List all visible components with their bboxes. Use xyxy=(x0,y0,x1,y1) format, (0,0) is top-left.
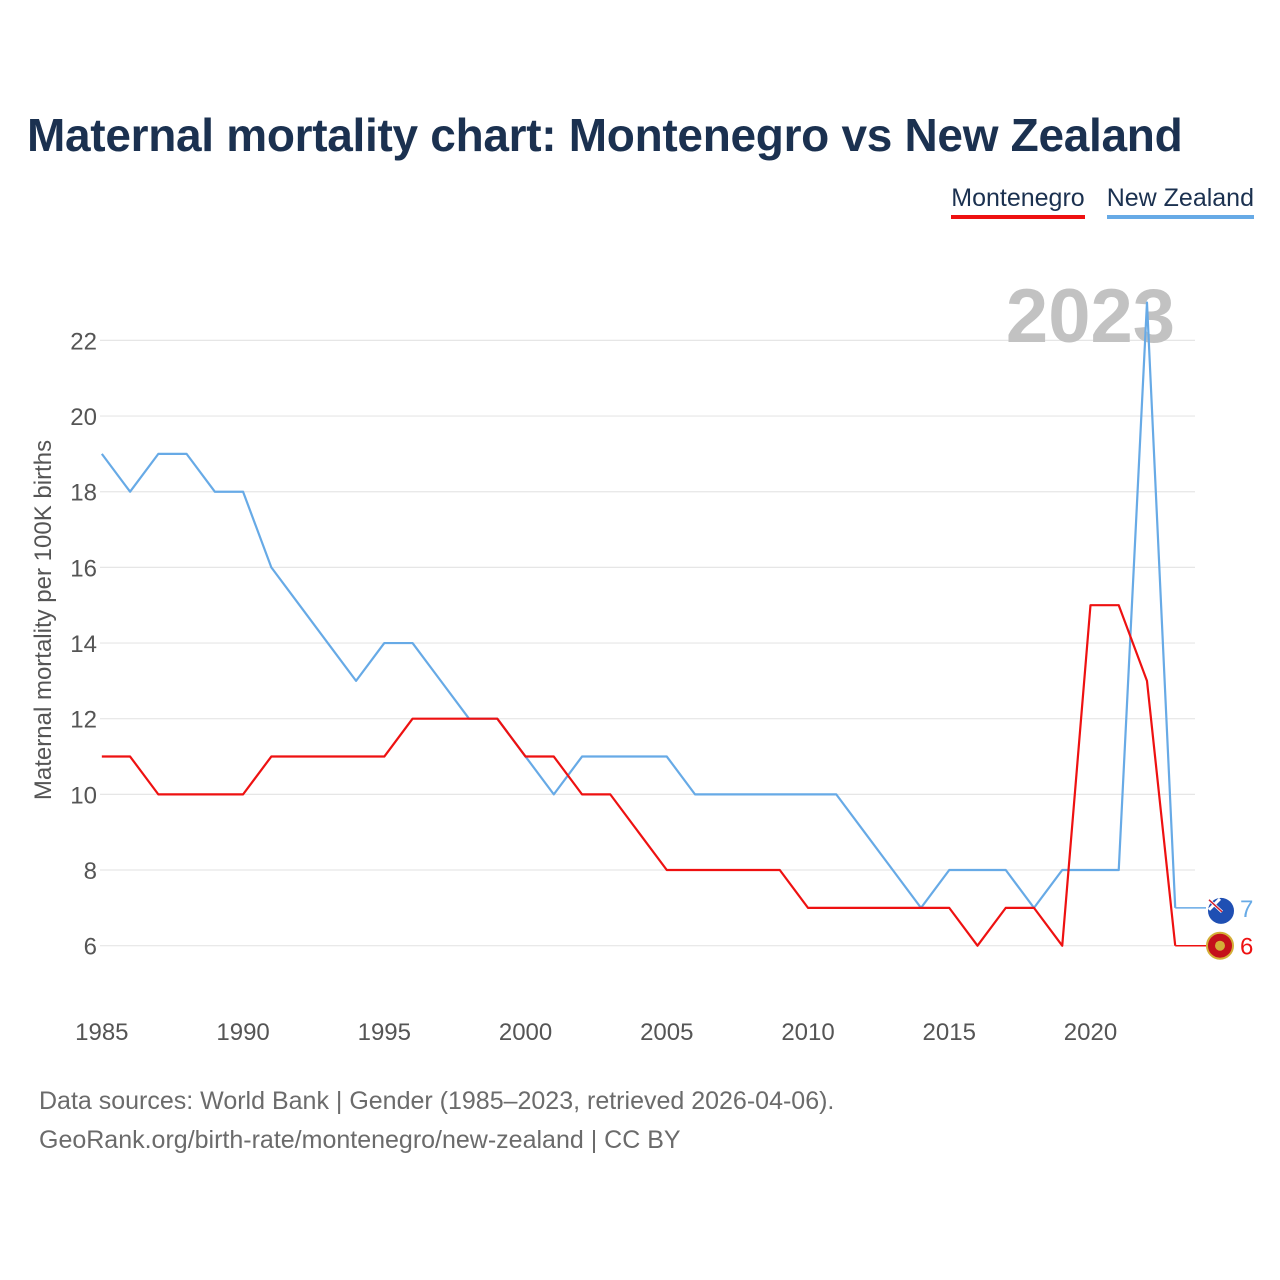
x-tick-label: 1990 xyxy=(216,1019,269,1046)
x-tick-label: 2015 xyxy=(923,1019,976,1046)
series-line-new-zealand xyxy=(100,301,1177,909)
y-tick-label: 6 xyxy=(84,934,97,961)
y-tick-label: 8 xyxy=(84,858,97,885)
y-tick-label: 22 xyxy=(70,328,97,355)
legend-item-new-zealand[interactable]: New Zealand xyxy=(1106,184,1254,219)
y-tick-label: 18 xyxy=(70,480,97,507)
y-tick-label: 14 xyxy=(70,631,97,658)
x-tick-label: 2020 xyxy=(1064,1019,1117,1046)
series-line-montenegro xyxy=(101,604,1177,947)
y-tick-label: 16 xyxy=(70,555,97,582)
x-tick-label: 2010 xyxy=(781,1019,834,1046)
legend: Montenegro New Zealand xyxy=(951,184,1254,219)
y-tick-label: 20 xyxy=(70,404,97,431)
line-chart: 6 8 10 12 14 16 18 20 22 1985 1990 1995 2000 2005 2010… xyxy=(30,274,1253,1046)
y-axis-label: Maternal mortality per 100K births xyxy=(30,440,57,800)
y-tick-label: 12 xyxy=(70,707,97,734)
x-tick-label: 2000 xyxy=(499,1019,552,1046)
y-tick-label: 10 xyxy=(70,782,97,809)
x-tick-label: 1995 xyxy=(358,1019,411,1046)
legend-item-montenegro[interactable]: Montenegro xyxy=(951,184,1085,219)
x-tick-label: 2005 xyxy=(640,1019,693,1046)
end-value-label-montenegro: 6 xyxy=(1240,934,1253,961)
flag-montenegro-icon xyxy=(1206,931,1234,960)
x-tick-label: 1985 xyxy=(75,1019,128,1046)
data-source-note: Data sources: World Bank | Gender (1985–… xyxy=(39,1087,835,1115)
end-value-label-new-zealand: 7 xyxy=(1240,896,1253,923)
credit-link[interactable]: GeoRank.org/birth-rate/montenegro/new-ze… xyxy=(39,1126,681,1154)
flag-new-zealand-icon xyxy=(1207,897,1234,924)
chart-title: Maternal mortality chart: Montenegro vs … xyxy=(27,109,1183,161)
